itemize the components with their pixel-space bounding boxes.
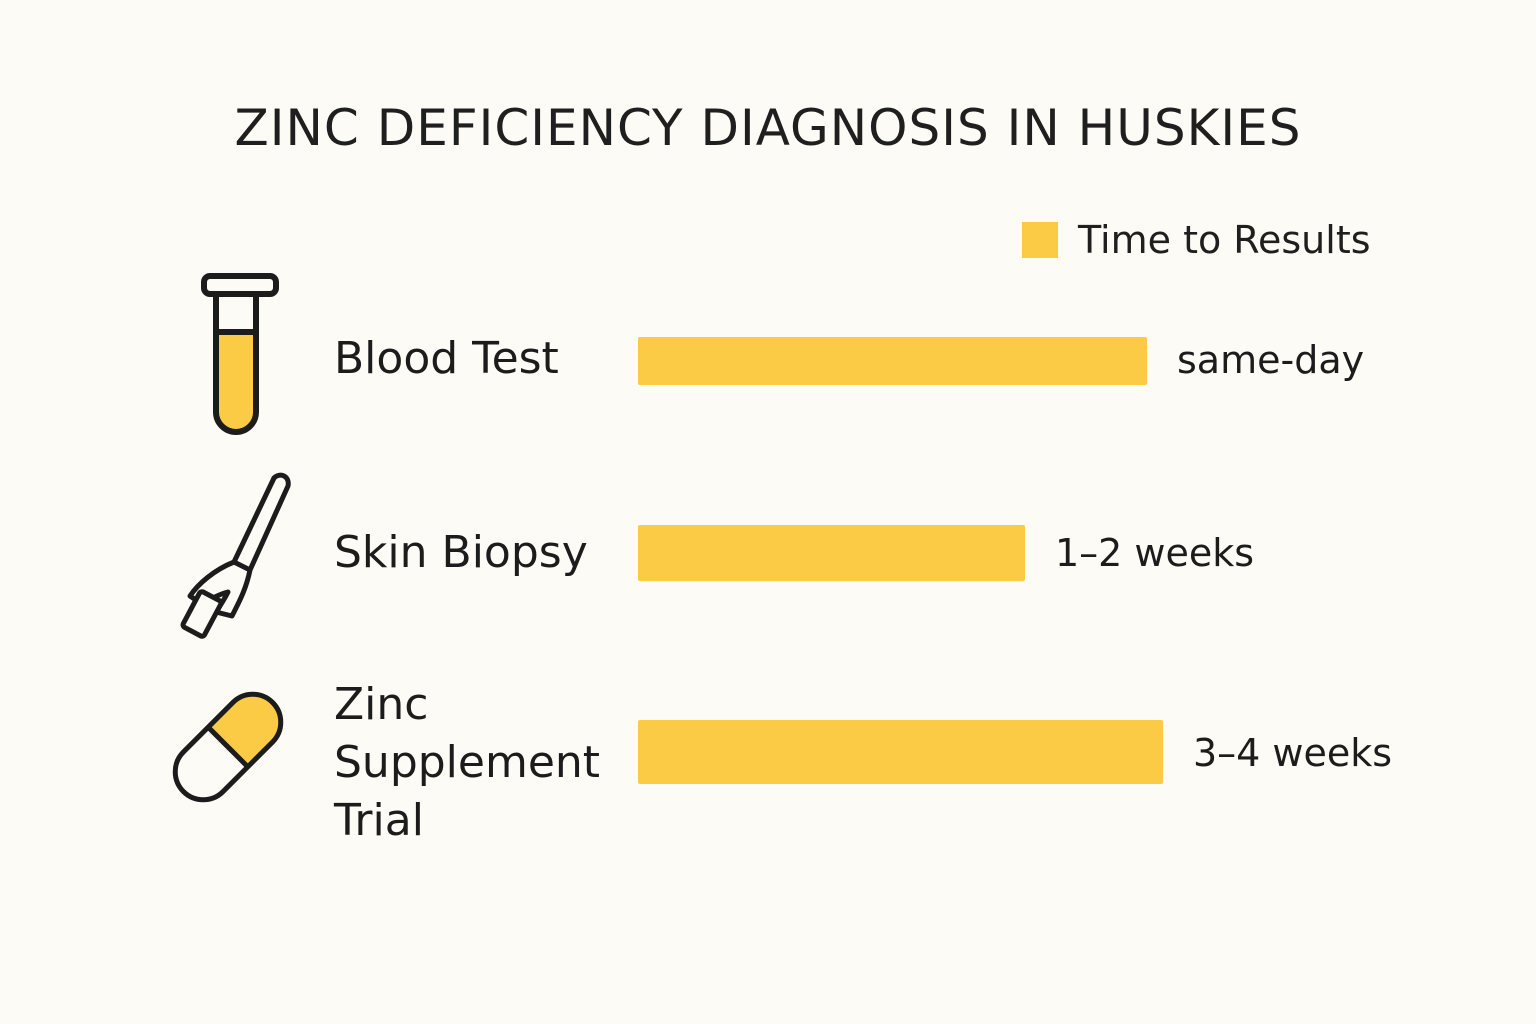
bar-blood-test — [638, 337, 1147, 385]
legend-swatch — [1022, 222, 1058, 258]
legend: Time to Results — [1022, 216, 1371, 264]
row-label-blood-test: Blood Test — [334, 333, 559, 384]
bar-zinc-supplement-trial — [638, 720, 1163, 784]
chart-title: ZINC DEFICIENCY DIAGNOSIS IN HUSKIES — [234, 99, 1302, 157]
row-label-skin-biopsy: Skin Biopsy — [334, 527, 588, 578]
value-label-skin-biopsy: 1–2 weeks — [1055, 531, 1255, 575]
value-label-zinc-supplement-trial: 3–4 weeks — [1193, 731, 1393, 775]
legend-label: Time to Results — [1078, 218, 1371, 262]
biopsy-punch-icon — [180, 472, 291, 639]
row-label-zinc-supplement-trial: Zinc Supplement Trial — [334, 679, 601, 846]
value-label-blood-test: same-day — [1177, 338, 1365, 382]
bar-skin-biopsy — [638, 525, 1025, 581]
test-tube-icon — [201, 273, 279, 435]
capsule-icon — [172, 691, 284, 803]
